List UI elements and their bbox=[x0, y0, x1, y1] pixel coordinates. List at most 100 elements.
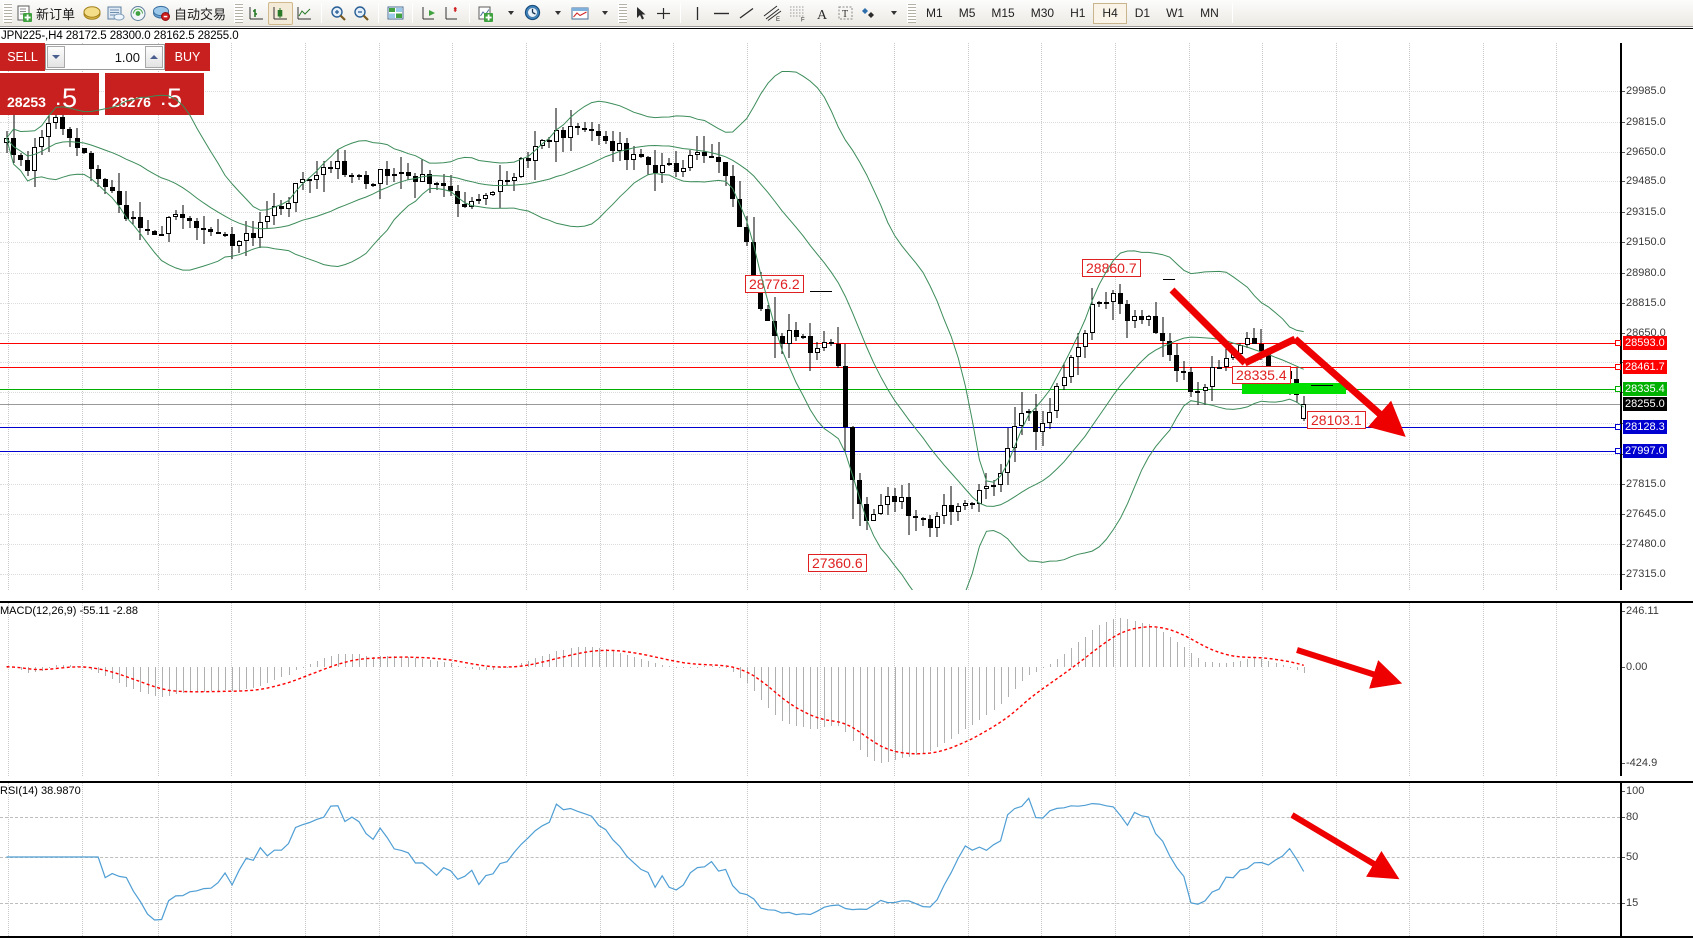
rsi-trend-arrow[interactable] bbox=[1290, 812, 1400, 880]
macd-histogram-bar bbox=[514, 665, 516, 667]
time-gridline bbox=[1041, 603, 1042, 776]
price-tick: 29485.0 bbox=[1622, 175, 1666, 188]
price-level-label-28461.7[interactable]: 28461.7 bbox=[1615, 359, 1667, 374]
horizontal-line-button[interactable] bbox=[709, 2, 734, 25]
price-annotation[interactable]: 27360.6 bbox=[808, 554, 867, 572]
macd-axis[interactable]: 246.11 0.00 -424.9 bbox=[1620, 603, 1693, 776]
shapes-dropdown[interactable] bbox=[881, 2, 904, 25]
toolbar-grip-4[interactable] bbox=[907, 3, 917, 23]
rsi-pane[interactable]: RSI(14) 38.9870 100 80 50 15 bbox=[0, 781, 1693, 936]
shapes-button[interactable] bbox=[857, 2, 881, 25]
price-level-handle[interactable] bbox=[1615, 339, 1621, 346]
volume-increase-button[interactable] bbox=[145, 46, 163, 68]
candle-body bbox=[32, 147, 38, 172]
timeframe-m1[interactable]: M1 bbox=[926, 6, 943, 20]
price-annotation[interactable]: 28103.1 bbox=[1307, 411, 1366, 429]
indicators-button[interactable] bbox=[475, 2, 498, 25]
templates-button[interactable] bbox=[568, 2, 592, 25]
one-click-trading-panel[interactable]: SELL 1.00 BUY 28253 . 5 28276 . 5 bbox=[0, 43, 210, 117]
candlestick bbox=[39, 43, 45, 590]
price-annotation[interactable]: 28776.2 bbox=[745, 275, 804, 293]
price-level-handle[interactable] bbox=[1615, 386, 1621, 393]
buy-price[interactable]: 28276 . 5 bbox=[105, 73, 204, 115]
indicators-dropdown[interactable] bbox=[498, 2, 521, 25]
price-plot-area[interactable]: 28776.2 28860.7 28335.4 28103.1 27360.6 bbox=[0, 43, 1620, 590]
time-axis[interactable]: ov 20214 Nov 23:308 Nov 04:009 Nov 14:55… bbox=[0, 936, 1693, 938]
price-level-label-28335.4[interactable]: 28335.4 bbox=[1615, 382, 1667, 397]
sell-button[interactable]: SELL bbox=[0, 43, 45, 71]
terminal-button[interactable] bbox=[104, 2, 127, 25]
text-button[interactable]: A bbox=[811, 2, 834, 25]
volume-stepper[interactable]: 1.00 bbox=[45, 44, 165, 70]
candlestick bbox=[208, 43, 214, 590]
candlestick-chart-button[interactable] bbox=[268, 1, 294, 25]
candlestick bbox=[1110, 43, 1116, 590]
period-button[interactable] bbox=[521, 2, 545, 25]
timeframe-mn[interactable]: MN bbox=[1200, 6, 1219, 20]
auto-scroll-button[interactable] bbox=[441, 2, 464, 25]
candlestick bbox=[1174, 43, 1180, 590]
line-chart-button[interactable] bbox=[293, 2, 316, 25]
trendline-button[interactable] bbox=[734, 2, 759, 25]
timeframe-m5[interactable]: M5 bbox=[958, 6, 976, 20]
price-level-label-28255.0[interactable]: 28255.0 bbox=[1623, 396, 1667, 411]
text-label-button[interactable]: T bbox=[834, 2, 857, 25]
timeframe-m30[interactable]: M30 bbox=[1030, 6, 1055, 20]
sell-price[interactable]: 28253 . 5 bbox=[0, 73, 99, 115]
cursor-icon bbox=[637, 6, 646, 19]
timeframe-h1[interactable]: H1 bbox=[1070, 6, 1086, 20]
chevron-down-icon bbox=[602, 11, 609, 15]
data-window-button[interactable] bbox=[384, 2, 407, 25]
cursor-button[interactable] bbox=[629, 2, 652, 25]
volume-input[interactable]: 1.00 bbox=[114, 49, 140, 65]
candle-body bbox=[1216, 366, 1222, 369]
vertical-line-button[interactable] bbox=[686, 2, 709, 25]
chart-window[interactable]: JPN225-,H4 28172.5 28300.0 28162.5 28255… bbox=[0, 28, 1693, 938]
rsi-plot-area[interactable] bbox=[0, 783, 1620, 936]
macd-trend-arrow[interactable] bbox=[1296, 647, 1403, 689]
candle-body bbox=[998, 472, 1004, 485]
chart-shift-button[interactable] bbox=[418, 2, 441, 25]
candlestick bbox=[314, 43, 320, 590]
toolbar-grip[interactable] bbox=[3, 3, 12, 23]
toolbar-grip-2[interactable] bbox=[234, 3, 244, 23]
candlestick bbox=[842, 43, 848, 590]
price-annotation[interactable]: 28335.4 bbox=[1232, 366, 1291, 384]
macd-histogram-bar bbox=[1176, 642, 1178, 667]
price-level-handle[interactable] bbox=[1615, 423, 1621, 430]
templates-dropdown[interactable] bbox=[592, 2, 615, 25]
fibonacci-button[interactable]: F bbox=[785, 2, 811, 25]
toolbar-grip-3[interactable] bbox=[618, 3, 628, 23]
rsi-axis[interactable]: 100 80 50 15 bbox=[1620, 783, 1693, 936]
zoom-out-button[interactable] bbox=[350, 2, 373, 25]
macd-histogram-bar bbox=[1099, 625, 1101, 667]
auto-trading-button[interactable]: 自动交易 bbox=[150, 2, 231, 25]
timeframe-d1[interactable]: D1 bbox=[1134, 6, 1151, 20]
price-level-handle[interactable] bbox=[1615, 363, 1621, 370]
timeframe-w1[interactable]: W1 bbox=[1166, 6, 1185, 20]
buy-button[interactable]: BUY bbox=[165, 43, 210, 71]
gold-button[interactable] bbox=[80, 2, 104, 25]
bar-chart-button[interactable] bbox=[245, 2, 268, 25]
timeframe-h4[interactable]: H4 bbox=[1093, 2, 1127, 24]
zoom-in-button[interactable] bbox=[327, 2, 350, 25]
price-axis[interactable]: 29985.0 29815.0 29650.0 29485.0 29315.0 29150… bbox=[1615, 43, 1693, 590]
macd-histogram-bar bbox=[168, 666, 170, 697]
price-annotation[interactable]: 28860.7 bbox=[1082, 259, 1141, 277]
price-level-label-27997.0[interactable]: 27997.0 bbox=[1615, 443, 1667, 458]
macd-histogram-bar bbox=[570, 648, 572, 667]
macd-pane[interactable]: MACD(12,26,9) -55.11 -2.88 246.11 0.00 -42… bbox=[0, 601, 1693, 776]
price-pane[interactable]: 28776.2 28860.7 28335.4 28103.1 27360.6 2998… bbox=[0, 43, 1693, 590]
equidistant-channel-button[interactable]: E bbox=[759, 2, 785, 25]
crosshair-button[interactable] bbox=[652, 2, 675, 25]
timeframe-m15[interactable]: M15 bbox=[991, 6, 1015, 20]
macd-plot-area[interactable] bbox=[0, 603, 1620, 776]
period-dropdown[interactable] bbox=[545, 2, 568, 25]
new-order-button[interactable]: 新订单 bbox=[14, 2, 80, 25]
price-level-handle[interactable] bbox=[1615, 447, 1621, 454]
signals-button[interactable] bbox=[127, 2, 150, 25]
price-level-label-28128.3[interactable]: 28128.3 bbox=[1615, 419, 1667, 434]
macd-histogram-bar bbox=[1226, 662, 1228, 667]
volume-decrease-button[interactable] bbox=[47, 46, 65, 68]
price-level-label-28593.0[interactable]: 28593.0 bbox=[1615, 335, 1667, 350]
